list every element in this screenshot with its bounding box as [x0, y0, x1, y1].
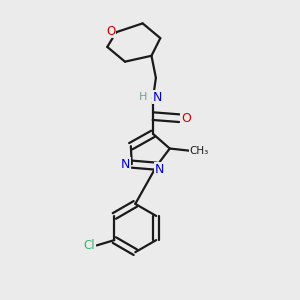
Text: CH₃: CH₃ [190, 146, 209, 156]
Text: Cl: Cl [83, 239, 95, 252]
Text: N: N [153, 91, 162, 104]
Text: N: N [155, 163, 164, 176]
Text: O: O [181, 112, 191, 125]
Text: O: O [106, 25, 116, 38]
Text: N: N [121, 158, 130, 171]
Text: H: H [139, 92, 148, 102]
